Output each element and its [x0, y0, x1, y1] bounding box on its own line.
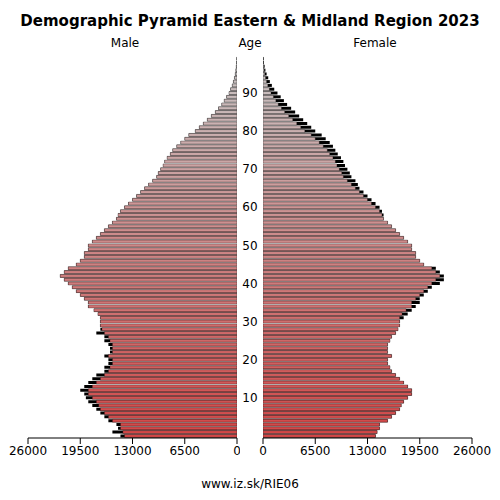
svg-text:30: 30 [242, 315, 257, 329]
html-text:Female: Female [353, 36, 397, 50]
html-text:Demographic Pyramid Eastern &: Demographic Pyramid Eastern & Midland Re… [20, 12, 480, 30]
svg-text:90: 90 [242, 86, 257, 100]
svg-text:6500: 6500 [169, 444, 200, 458]
svg-text:13000: 13000 [348, 444, 386, 458]
html-text:Male: Male [110, 36, 140, 50]
svg-text:26000: 26000 [9, 444, 47, 458]
svg-text:19500: 19500 [61, 444, 99, 458]
svg-text:10: 10 [242, 391, 257, 405]
svg-text:40: 40 [242, 277, 257, 291]
svg-text:0: 0 [233, 444, 240, 458]
svg-text:70: 70 [242, 162, 257, 176]
html-text:www.iz.sk/RIE06: www.iz.sk/RIE06 [201, 477, 299, 491]
svg-text:6500: 6500 [300, 444, 331, 458]
svg-text:20: 20 [242, 353, 257, 367]
svg-text:80: 80 [242, 124, 257, 138]
svg-text:0: 0 [259, 444, 267, 458]
svg-text:50: 50 [242, 239, 257, 253]
html-text:Age: Age [238, 36, 262, 50]
svg-text:19500: 19500 [401, 444, 439, 458]
svg-text:60: 60 [242, 200, 257, 214]
svg-text:26000: 26000 [453, 444, 491, 458]
svg-text:13000: 13000 [113, 444, 151, 458]
